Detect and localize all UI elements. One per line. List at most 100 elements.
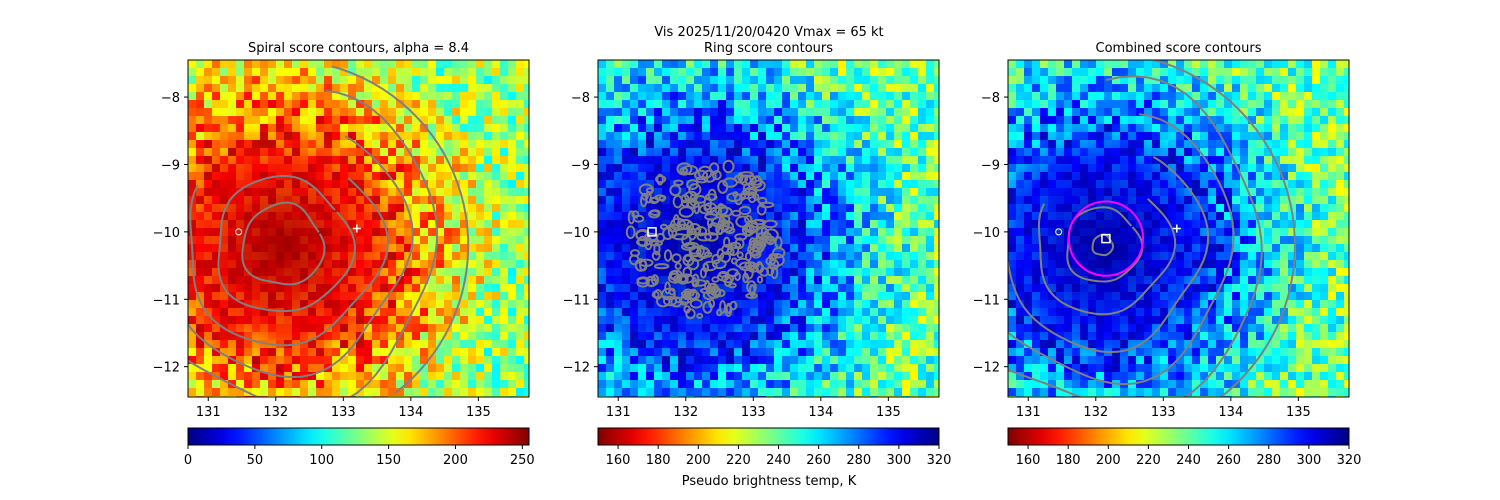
score-contour: [653, 289, 663, 300]
x-tick-label: 135: [876, 405, 901, 420]
score-contour: [747, 191, 757, 204]
score-contour: [735, 257, 751, 269]
score-contour: [684, 190, 699, 203]
score-contour: [1153, 60, 1296, 397]
score-contour: [696, 312, 704, 319]
colorbar-tick-label: 200: [686, 453, 711, 468]
score-contour: [651, 250, 661, 261]
score-contour: [189, 177, 389, 347]
y-tick-label: −9: [981, 158, 1000, 173]
score-contour: [745, 292, 758, 299]
colorbar-tick-label: 320: [1337, 453, 1362, 468]
colorbar-tick-label: 240: [1176, 453, 1201, 468]
score-contour: [628, 254, 640, 266]
score-contour: [752, 179, 766, 192]
score-contour: [669, 269, 683, 282]
score-contour: [645, 278, 658, 287]
score-contour: [736, 251, 744, 259]
score-contour: [694, 169, 709, 181]
score-contour: [717, 206, 733, 218]
score-contour: [687, 257, 700, 271]
colorbar-tick-label: 250: [510, 453, 535, 468]
panel-title: Ring score contours: [704, 41, 833, 56]
score-contour: [1008, 113, 1235, 386]
score-contour: [645, 190, 652, 204]
y-tick-label: −12: [153, 361, 180, 376]
score-contour: [750, 249, 762, 259]
score-contour: [756, 203, 767, 216]
score-contour: [702, 262, 709, 273]
y-tick-label: −11: [973, 293, 1000, 308]
score-contour: [662, 227, 674, 241]
colorbar-axis-label: Pseudo brightness temp, K: [682, 474, 857, 489]
x-tick-label: 131: [1016, 405, 1041, 420]
score-contour: [188, 135, 414, 379]
y-tick-label: −10: [973, 226, 1000, 241]
y-tick-label: −10: [153, 226, 180, 241]
colorbar: [1007, 427, 1350, 446]
y-tick-label: −12: [973, 361, 1000, 376]
y-tick-label: −11: [563, 293, 590, 308]
score-contour: [707, 188, 717, 201]
score-contour: [702, 169, 717, 183]
x-tick-label: 134: [808, 405, 833, 420]
score-contour: [648, 209, 661, 219]
score-contour: [711, 276, 720, 283]
score-contour: [627, 210, 636, 225]
colorbar-tick-label: 160: [1016, 453, 1041, 468]
colorbar-tick-label: 180: [646, 453, 671, 468]
score-contour: [685, 221, 695, 233]
score-contour: [331, 65, 470, 394]
score-contour: [703, 202, 718, 213]
colorbar-tick-label: 200: [443, 453, 468, 468]
x-tick-label: 131: [606, 405, 631, 420]
score-contour: [739, 174, 752, 186]
x-tick-label: 134: [1218, 405, 1243, 420]
score-contour: [741, 188, 758, 196]
center-square-marker: [1101, 233, 1111, 244]
score-contour: [765, 235, 776, 246]
panel-title: Combined score contours: [1096, 41, 1262, 56]
score-contour: [655, 175, 667, 184]
colorbar-tick-label: 220: [1136, 453, 1161, 468]
colorbar-tick-label: 220: [726, 453, 751, 468]
score-contour: [747, 243, 763, 257]
center-square-marker: [647, 227, 657, 237]
score-contour: [635, 228, 651, 241]
score-contour: [653, 263, 670, 270]
score-contour: [770, 266, 779, 280]
spiral-score-panel: Spiral score contours, alpha = 8.4 131 132…: [153, 41, 535, 468]
colorbar: [187, 427, 530, 446]
score-contour: [685, 308, 696, 320]
colorbar-tick-label: 300: [886, 453, 911, 468]
x-tick-label: 132: [673, 405, 698, 420]
colorbar-tick-label: 240: [766, 453, 791, 468]
x-tick-label: 133: [741, 405, 766, 420]
center-plus-marker: [1172, 224, 1181, 233]
combined-score-panel: Combined score contours 131 132 133 134 135 −8…: [973, 41, 1362, 468]
score-contour: [734, 237, 745, 250]
center-plus-marker: [352, 224, 361, 233]
score-contour: [742, 272, 750, 284]
score-contour: [658, 195, 666, 202]
score-contour: [688, 183, 702, 197]
score-contour: [656, 173, 664, 186]
score-contour: [1066, 206, 1144, 283]
colorbar-tick-label: 50: [247, 453, 264, 468]
score-contour: [759, 201, 775, 209]
score-contour: [708, 162, 720, 175]
score-contour: [702, 301, 713, 314]
score-contour: [693, 201, 701, 215]
colorbar-tick-label: 160: [606, 453, 631, 468]
x-tick-label: 133: [331, 405, 356, 420]
center-circle-marker: [235, 228, 243, 236]
score-contour: [217, 174, 357, 313]
score-contour: [691, 279, 708, 287]
y-tick-label: −9: [571, 158, 590, 173]
y-tick-label: −8: [981, 91, 1000, 106]
score-contour: [674, 262, 682, 270]
score-contour: [768, 253, 779, 260]
score-contour: [673, 179, 684, 187]
score-contour: [682, 164, 699, 176]
score-contour: [676, 223, 691, 231]
